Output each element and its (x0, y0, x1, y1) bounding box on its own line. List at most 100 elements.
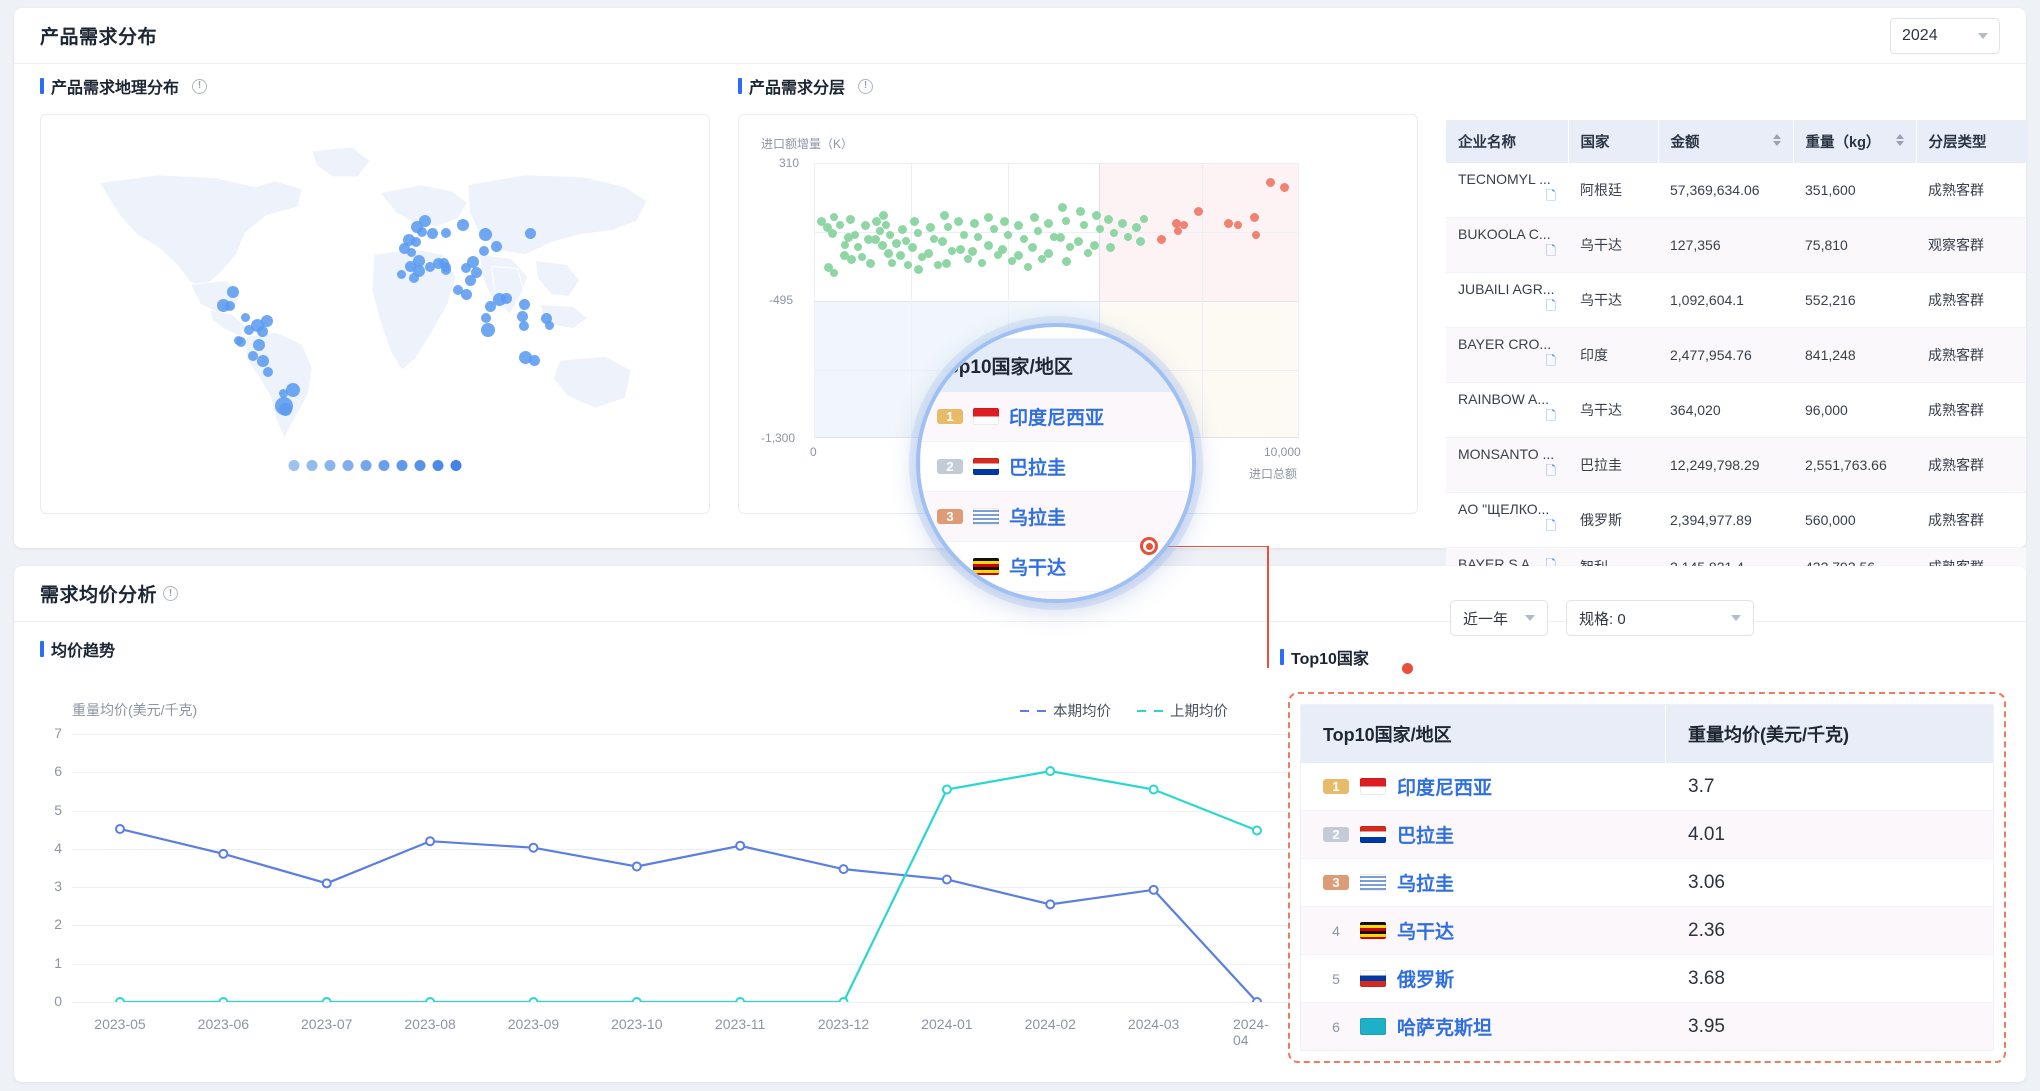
copy-icon[interactable]: 🗋 (1545, 353, 1556, 368)
chart-point[interactable] (941, 874, 952, 885)
legend-previous-period[interactable]: 上期均价 (1137, 700, 1228, 721)
chart-y-tick: 6 (54, 763, 62, 780)
chart-point[interactable] (115, 823, 125, 834)
copy-icon[interactable]: 🗋 (1545, 463, 1556, 478)
copy-icon[interactable]: 🗋 (1545, 518, 1556, 533)
chart-legend[interactable]: 本期均价 上期均价 (1020, 700, 1228, 721)
chart-point[interactable] (735, 840, 746, 851)
info-icon[interactable]: ! (858, 78, 874, 94)
chart-point[interactable] (735, 997, 746, 1002)
chart-point[interactable] (1148, 784, 1159, 795)
chart-point[interactable] (115, 997, 125, 1002)
table-row[interactable]: RAINBOW A... 🗋 乌干达 364,020 96,000 成熟客群 (1446, 382, 2026, 438)
cell-company: TECNOMYL ... 🗋 (1446, 163, 1568, 218)
chart-point[interactable] (218, 997, 229, 1002)
cell-amount: 1,092,604.1 (1658, 272, 1793, 328)
chart-point[interactable] (528, 997, 539, 1002)
chart-point[interactable] (1045, 899, 1056, 910)
country-name[interactable]: 印度尼西亚 (1397, 778, 1493, 799)
cell-amount: 364,020 (1658, 382, 1793, 438)
cell-country: 乌干达 (1568, 382, 1658, 438)
cell-country: 巴拉圭 (1568, 437, 1658, 493)
map-dot (419, 215, 431, 227)
top10-row[interactable]: 3 乌拉圭 3.06 (1301, 859, 1993, 907)
top10-price-cell: 3.7 (1688, 775, 1715, 797)
chart-point[interactable] (631, 861, 642, 872)
chart-point[interactable] (528, 842, 539, 853)
cell-amount: 2,394,977.89 (1658, 492, 1793, 548)
chart-point[interactable] (1045, 766, 1056, 777)
cell-weight: 75,810 (1793, 217, 1916, 273)
period-select[interactable]: 近一年 (1450, 600, 1548, 636)
world-map[interactable] (40, 114, 710, 514)
col-tier[interactable]: 分层类型 (1916, 120, 2026, 163)
geo-distribution-panel: 产品需求地理分布 ! (40, 74, 710, 514)
cell-amount: 2,477,954.76 (1658, 327, 1793, 383)
card-header-bottom: 需求均价分析 ! (14, 566, 2026, 622)
top10-row[interactable]: 5 俄罗斯 3.68 (1301, 955, 1993, 1003)
chart-x-tick: 2023-09 (507, 1016, 560, 1032)
sort-amount-icon[interactable] (1772, 134, 1781, 146)
chart-line-上期均价 (120, 770, 1258, 1002)
copy-icon[interactable]: 🗋 (1545, 243, 1556, 258)
chart-point[interactable] (425, 836, 436, 847)
map-legend (288, 460, 462, 471)
top10-row[interactable]: 4 乌干达 2.36 (1301, 907, 1993, 955)
chart-point[interactable] (941, 784, 952, 795)
table-row[interactable]: BAYER CRO... 🗋 印度 2,477,954.76 841,248 成熟客群 (1446, 327, 2026, 383)
table-row[interactable]: JUBAILI AGR... 🗋 乌干达 1,092,604.1 552,216 成熟客群 (1446, 272, 2026, 328)
sort-weight-icon[interactable] (1895, 134, 1904, 146)
top10-row[interactable]: 2 巴拉圭 4.01 (1301, 811, 1993, 859)
top10-price-cell: 3.95 (1688, 1015, 1725, 1037)
year-select-value: 2024 (1902, 26, 1938, 44)
country-name[interactable]: 巴拉圭 (1397, 826, 1455, 847)
country-name: 乌干达 (1009, 558, 1067, 579)
copy-icon[interactable]: 🗋 (1545, 298, 1556, 313)
spec-select[interactable]: 规格: 0 (1566, 600, 1754, 636)
country-name[interactable]: 乌干达 (1397, 922, 1455, 943)
chart-point[interactable] (631, 997, 642, 1002)
country-name[interactable]: 乌拉圭 (1397, 874, 1455, 895)
col-weight[interactable]: 重量（kg） (1793, 120, 1917, 163)
copy-icon[interactable]: 🗋 (1545, 188, 1556, 203)
chart-point[interactable] (1252, 825, 1262, 836)
copy-icon[interactable]: 🗋 (1545, 408, 1556, 423)
col-country[interactable]: 国家 (1568, 120, 1659, 163)
top10-country-cell: 4 乌干达 (1301, 907, 1666, 954)
table-row[interactable]: TECNOMYL ... 🗋 阿根廷 57,369,634.06 351,600 成熟客群 (1446, 163, 2026, 218)
chart-point[interactable] (838, 997, 849, 1002)
chart-point[interactable] (1148, 884, 1159, 895)
top10-row[interactable]: 1 印度尼西亚 3.7 (1301, 763, 1993, 811)
year-select[interactable]: 2024 (1890, 17, 2000, 54)
chart-point[interactable] (321, 997, 332, 1002)
map-dot (425, 262, 435, 272)
info-icon[interactable]: ! (163, 586, 179, 601)
chart-point[interactable] (321, 878, 332, 889)
scatter-x-tick-1: 10,000 (1264, 445, 1301, 459)
col-company[interactable]: 企业名称 (1446, 120, 1569, 163)
country-name[interactable]: 俄罗斯 (1397, 970, 1455, 991)
col-amount[interactable]: 金额 (1658, 120, 1794, 163)
rank-number: 4 (946, 558, 954, 575)
map-dot (519, 299, 530, 310)
avg-price-line-chart[interactable]: 重量均价(美元/千克) 7 6 5 4 3 2 1 0 2023-05 2023-06 2023-… (40, 702, 1305, 1054)
country-name[interactable]: 哈萨克斯坦 (1397, 1018, 1493, 1039)
cell-tier: 成熟客群 (1916, 272, 2026, 328)
table-row[interactable]: BUKOOLA C... 🗋 乌干达 127,356 75,810 观察客群 (1446, 217, 2026, 273)
table-row[interactable]: MONSANTO ... 🗋 巴拉圭 12,249,798.29 2,551,763.6… (1446, 437, 2026, 493)
info-icon[interactable]: ! (192, 78, 208, 94)
legend-current-period[interactable]: 本期均价 (1020, 700, 1111, 721)
cell-weight: 841,248 (1793, 327, 1916, 383)
map-dot (279, 403, 292, 416)
top10-row[interactable]: 6 哈萨克斯坦 3.95 (1301, 1003, 1993, 1050)
chart-point[interactable] (425, 997, 436, 1002)
map-dot (248, 351, 258, 361)
chart-point[interactable] (838, 864, 849, 875)
chart-x-tick: 2023-10 (611, 1016, 663, 1032)
chart-point[interactable] (218, 848, 229, 859)
chart-gridline (72, 963, 1305, 965)
table-row[interactable]: AO "ЩЕЛКО... 🗋 俄罗斯 2,394,977.89 560,000 成熟客群 (1446, 492, 2026, 548)
copy-icon[interactable]: 🗋 (1545, 557, 1556, 572)
chart-point[interactable] (1252, 997, 1262, 1002)
